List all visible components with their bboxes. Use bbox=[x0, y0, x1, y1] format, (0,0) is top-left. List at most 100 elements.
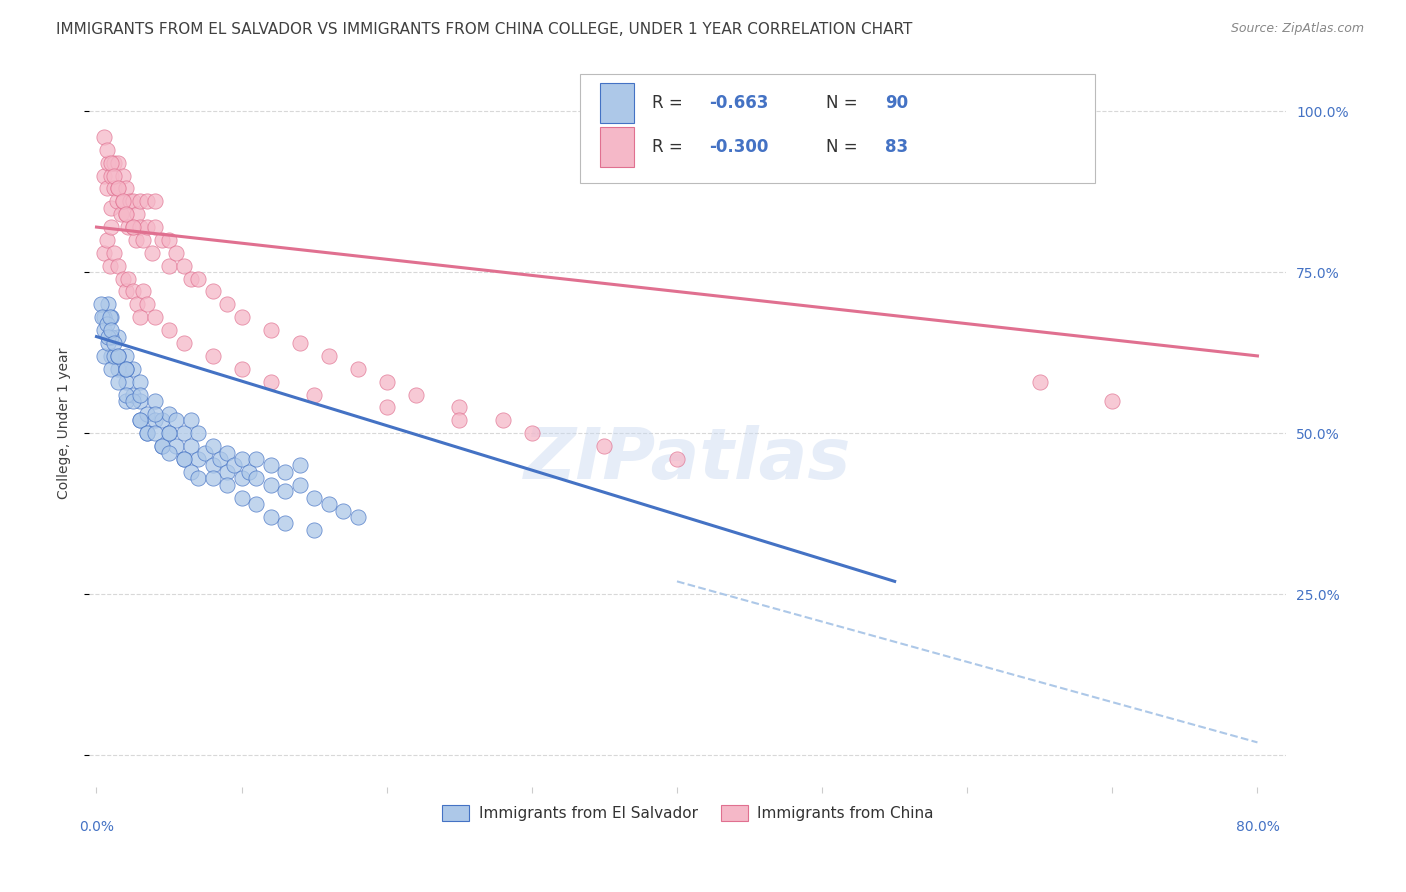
Point bbox=[114, 207, 136, 221]
Point bbox=[238, 465, 260, 479]
Point bbox=[187, 471, 209, 485]
Point bbox=[129, 394, 152, 409]
Point bbox=[259, 510, 281, 524]
Point bbox=[143, 194, 166, 209]
Point bbox=[107, 181, 129, 195]
Point bbox=[132, 285, 155, 299]
Point bbox=[231, 361, 253, 376]
Point bbox=[259, 458, 281, 473]
Point bbox=[274, 465, 297, 479]
Point bbox=[96, 143, 118, 157]
Point bbox=[111, 194, 134, 209]
Point bbox=[217, 297, 239, 311]
Point bbox=[114, 207, 136, 221]
Point bbox=[259, 477, 281, 491]
Point bbox=[593, 439, 616, 453]
Point bbox=[150, 439, 173, 453]
Point bbox=[107, 155, 129, 169]
Point bbox=[231, 452, 253, 467]
Point bbox=[136, 194, 159, 209]
Point bbox=[100, 349, 122, 363]
Point bbox=[124, 233, 146, 247]
Point bbox=[157, 407, 180, 421]
Point bbox=[121, 220, 143, 235]
Point bbox=[103, 169, 125, 183]
Point bbox=[143, 407, 166, 421]
Point bbox=[114, 181, 136, 195]
Point bbox=[302, 523, 325, 537]
Legend: Immigrants from El Salvador, Immigrants from China: Immigrants from El Salvador, Immigrants … bbox=[436, 799, 939, 827]
Point bbox=[127, 297, 149, 311]
Point bbox=[121, 285, 143, 299]
Point bbox=[165, 245, 187, 260]
Point bbox=[97, 329, 120, 343]
Point bbox=[129, 310, 152, 325]
Point bbox=[105, 194, 128, 209]
Point bbox=[173, 259, 195, 273]
Point bbox=[150, 439, 173, 453]
Point bbox=[143, 394, 166, 409]
Point bbox=[180, 413, 202, 427]
Point bbox=[117, 271, 139, 285]
Point bbox=[121, 387, 143, 401]
Point bbox=[114, 375, 136, 389]
Point bbox=[100, 169, 122, 183]
Point bbox=[121, 394, 143, 409]
Point bbox=[201, 471, 224, 485]
Point bbox=[93, 169, 115, 183]
Point bbox=[520, 426, 543, 441]
Y-axis label: College, Under 1 year: College, Under 1 year bbox=[58, 348, 72, 500]
Point bbox=[114, 387, 136, 401]
Point bbox=[375, 375, 398, 389]
Point bbox=[136, 220, 159, 235]
Point bbox=[100, 323, 122, 337]
Point bbox=[114, 361, 136, 376]
Point bbox=[492, 413, 515, 427]
Point bbox=[231, 491, 253, 505]
Point bbox=[208, 452, 231, 467]
Point bbox=[346, 361, 368, 376]
Point bbox=[90, 297, 112, 311]
Point bbox=[180, 439, 202, 453]
Point bbox=[129, 194, 152, 209]
Point bbox=[143, 426, 166, 441]
Point bbox=[259, 323, 281, 337]
Point bbox=[111, 169, 134, 183]
Text: Source: ZipAtlas.com: Source: ZipAtlas.com bbox=[1230, 22, 1364, 36]
Point bbox=[141, 245, 163, 260]
FancyBboxPatch shape bbox=[600, 127, 634, 167]
Point bbox=[346, 510, 368, 524]
Point bbox=[129, 375, 152, 389]
Point bbox=[121, 361, 143, 376]
Point bbox=[107, 375, 129, 389]
FancyBboxPatch shape bbox=[600, 83, 634, 123]
Point bbox=[187, 271, 209, 285]
Point bbox=[107, 181, 129, 195]
Point bbox=[150, 413, 173, 427]
Point bbox=[157, 426, 180, 441]
Point bbox=[245, 471, 267, 485]
Point bbox=[201, 285, 224, 299]
Point bbox=[100, 201, 122, 215]
Point bbox=[217, 477, 239, 491]
Point bbox=[157, 445, 180, 459]
Point bbox=[93, 245, 115, 260]
Text: -0.663: -0.663 bbox=[710, 95, 769, 112]
Point bbox=[143, 220, 166, 235]
Point bbox=[143, 310, 166, 325]
Point bbox=[1029, 375, 1052, 389]
Point bbox=[121, 220, 143, 235]
Point bbox=[173, 452, 195, 467]
Point bbox=[129, 387, 152, 401]
Point bbox=[201, 458, 224, 473]
Point bbox=[165, 413, 187, 427]
Point bbox=[107, 329, 129, 343]
Point bbox=[150, 233, 173, 247]
Point bbox=[157, 323, 180, 337]
Point bbox=[100, 155, 122, 169]
Point bbox=[127, 207, 149, 221]
Point bbox=[318, 349, 340, 363]
Text: N =: N = bbox=[825, 138, 858, 156]
Point bbox=[405, 387, 427, 401]
Point bbox=[97, 336, 120, 351]
